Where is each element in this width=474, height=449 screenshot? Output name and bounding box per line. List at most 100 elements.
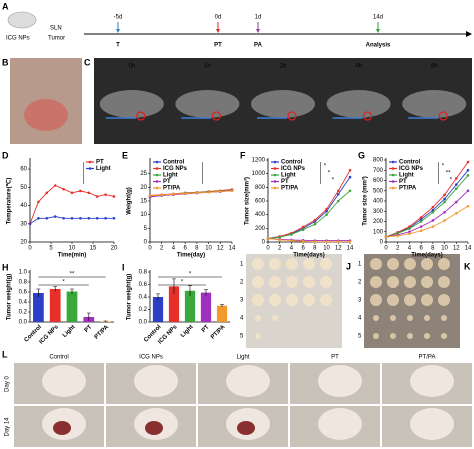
data-point bbox=[325, 213, 328, 216]
y-axis-label: Temperature(℃) bbox=[6, 178, 13, 225]
mouse-body bbox=[134, 365, 178, 397]
bar bbox=[33, 293, 44, 322]
tumor bbox=[390, 333, 396, 339]
data-point bbox=[28, 222, 32, 226]
data-point bbox=[454, 212, 458, 215]
data-point bbox=[160, 193, 164, 197]
data-point bbox=[408, 227, 411, 230]
y-tick-label: 400 bbox=[255, 212, 266, 218]
tumor bbox=[370, 294, 382, 306]
y-tick-label: 0 bbox=[262, 240, 266, 246]
error-bar bbox=[172, 278, 176, 294]
tumor bbox=[303, 294, 315, 306]
data-point bbox=[443, 219, 446, 222]
data-point bbox=[45, 191, 49, 195]
row-label: 3 bbox=[358, 298, 362, 304]
tumor bbox=[407, 315, 413, 321]
event-day: 14d bbox=[373, 15, 383, 21]
tumor bbox=[407, 333, 413, 339]
error-bar bbox=[188, 285, 192, 296]
panel-letter: I bbox=[122, 262, 125, 272]
tumor bbox=[252, 294, 264, 306]
photo-detail bbox=[24, 99, 68, 131]
y-tick-label: 100 bbox=[373, 229, 384, 235]
subject-label: SLN bbox=[50, 26, 62, 32]
y-tick-label: 60 bbox=[20, 167, 27, 173]
data-point bbox=[313, 240, 317, 243]
data-point bbox=[454, 183, 458, 186]
data-point bbox=[431, 225, 435, 228]
data-point bbox=[408, 232, 411, 236]
y-tick-label: 0.4 bbox=[19, 300, 28, 306]
legend-marker bbox=[391, 160, 395, 164]
legend-label: PT/PA bbox=[281, 186, 299, 192]
data-point bbox=[431, 210, 435, 214]
time-label: 4h bbox=[355, 64, 362, 70]
error-bar bbox=[53, 286, 58, 292]
panel-letter: D bbox=[2, 150, 9, 160]
row-label: 5 bbox=[358, 334, 362, 340]
data-point bbox=[301, 225, 305, 229]
x-tick-label: 0 bbox=[28, 246, 32, 252]
tumor bbox=[269, 276, 281, 288]
error-bar bbox=[204, 289, 208, 296]
x-tick-label: 6 bbox=[419, 246, 423, 252]
bar bbox=[216, 305, 228, 322]
tumor bbox=[421, 276, 433, 288]
data-point bbox=[348, 189, 352, 193]
row-label: 3 bbox=[240, 298, 244, 304]
tumor bbox=[373, 315, 379, 321]
y-tick-label: 400 bbox=[373, 199, 384, 205]
y-tick-label: 0.4 bbox=[139, 295, 148, 301]
x-tick-label: 2 bbox=[278, 246, 282, 252]
legend-label: PT/PA bbox=[399, 186, 417, 192]
data-point bbox=[301, 228, 305, 231]
data-point bbox=[419, 225, 423, 228]
data-point bbox=[384, 235, 388, 239]
data-point bbox=[278, 235, 282, 239]
tumor bbox=[373, 333, 379, 339]
x-tick-label: 0 bbox=[266, 246, 270, 252]
timeline-arrowhead bbox=[466, 31, 472, 37]
significance: * bbox=[324, 164, 327, 170]
y-tick-label: 10 bbox=[140, 212, 147, 218]
tumor bbox=[272, 315, 278, 321]
event-name: T bbox=[116, 43, 120, 49]
tumor bbox=[390, 315, 396, 321]
x-axis-label: Time(day) bbox=[177, 253, 205, 259]
row-label: 5 bbox=[240, 334, 244, 340]
data-point bbox=[408, 225, 411, 228]
data-point bbox=[230, 189, 234, 193]
x-tick-label: 6 bbox=[301, 246, 305, 252]
tumor bbox=[286, 276, 298, 288]
tumor bbox=[370, 258, 382, 270]
data-point bbox=[301, 240, 305, 243]
y-tick-label: 0.8 bbox=[139, 270, 148, 276]
error-bar bbox=[36, 288, 41, 297]
data-point bbox=[454, 200, 458, 204]
column-label: ICG NPs bbox=[139, 355, 163, 361]
data-point bbox=[443, 197, 446, 201]
data-point bbox=[325, 240, 328, 243]
data-point bbox=[290, 233, 293, 236]
bar bbox=[152, 297, 164, 322]
data-point bbox=[37, 217, 40, 220]
data-point bbox=[95, 195, 99, 198]
panel-letter: C bbox=[84, 57, 91, 67]
data-point bbox=[266, 237, 270, 240]
data-point bbox=[431, 208, 435, 212]
y-tick-label: 300 bbox=[373, 209, 384, 215]
x-tick-label: PT bbox=[84, 324, 94, 334]
data-point bbox=[419, 220, 423, 223]
data-point bbox=[45, 217, 49, 220]
data-point bbox=[431, 205, 435, 209]
y-tick-label: 50 bbox=[20, 185, 27, 191]
y-tick-label: 500 bbox=[373, 188, 384, 194]
y-tick-label: 0.8 bbox=[19, 280, 28, 286]
column-label: Control bbox=[49, 355, 68, 361]
y-tick-label: 5 bbox=[144, 226, 148, 232]
legend-label: ICG NPs bbox=[399, 166, 424, 172]
event-day: 0d bbox=[215, 15, 222, 21]
column-label: PT bbox=[331, 355, 339, 361]
